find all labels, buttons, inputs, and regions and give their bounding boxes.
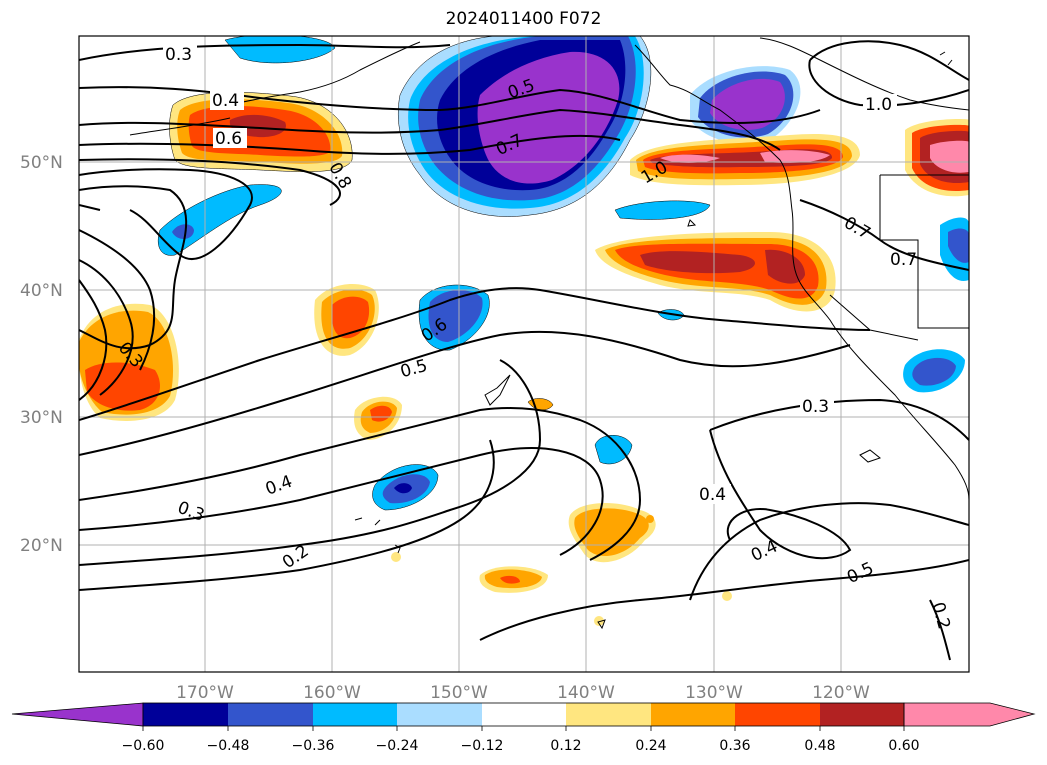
longitude-labels: 170°W 160°W 150°W 140°W 130°W 120°W: [176, 683, 870, 703]
colorbar-tick-label: 0.36: [719, 738, 750, 754]
colorbar-bin: [143, 703, 228, 726]
lat-label-20n: 20°N: [20, 536, 63, 556]
colorbar-tick-label: −0.36: [292, 738, 335, 754]
lat-label-40n: 40°N: [20, 281, 63, 301]
lon-label-130w: 130°W: [685, 683, 743, 703]
colorbar-bin: [651, 703, 735, 726]
contour-label: 0.7: [890, 250, 917, 270]
colorbar-bin: [313, 703, 397, 726]
lon-label-160w: 160°W: [303, 683, 361, 703]
map-gridlines: [79, 36, 969, 672]
lon-label-120w: 120°W: [812, 683, 870, 703]
lon-label-150w: 150°W: [430, 683, 488, 703]
colorbar-bin: [228, 703, 313, 726]
colorbar-tick-label: 0.48: [804, 738, 835, 754]
colorbar-tick-label: −0.12: [461, 738, 504, 754]
map-title: 2024011400 F072: [445, 9, 602, 29]
lat-label-30n: 30°N: [20, 408, 63, 428]
colorbar-tick-label: 0.24: [635, 738, 666, 754]
contour-label: 0.4: [699, 485, 726, 505]
lat-label-50n: 50°N: [20, 153, 63, 173]
colorbar: −0.60 −0.48 −0.36 −0.24 −0.12 0.12 0.24 …: [11, 702, 1036, 754]
colorbar-bin: [735, 703, 820, 726]
contour-label: 1.0: [865, 95, 892, 115]
latitude-labels: 50°N 40°N 30°N 20°N: [20, 153, 63, 556]
colorbar-tick-label: −0.48: [207, 738, 250, 754]
colorbar-bin: [820, 703, 904, 726]
lon-label-170w: 170°W: [176, 683, 234, 703]
map-plot-area: 0.3 0.4 0.6 0.8 0.5 0.7 1.0 0.7 0.7 0.6 …: [79, 36, 969, 672]
negative-anomaly-regions: [157, 36, 969, 511]
colorbar-tick-label: −0.60: [122, 738, 165, 754]
colorbar-bin: [566, 703, 651, 726]
contour-label: 0.3: [802, 397, 829, 417]
lon-label-140w: 140°W: [557, 683, 615, 703]
colorbar-tick-label: −0.24: [376, 738, 419, 754]
colorbar-tick-label: 0.60: [888, 738, 919, 754]
map-frame: [78, 35, 970, 673]
contour-lines: [79, 40, 969, 661]
contour-label: 0.6: [215, 129, 242, 149]
colorbar-extend-high: [903, 702, 1036, 727]
colorbar-tick-label: 0.12: [550, 738, 581, 754]
colorbar-bin: [482, 703, 566, 726]
contour-label: 0.4: [212, 91, 239, 111]
colorbar-bin: [397, 703, 482, 726]
colorbar-extend-low: [11, 702, 144, 727]
coastlines: [129, 37, 969, 630]
contour-label: 0.3: [165, 45, 192, 65]
